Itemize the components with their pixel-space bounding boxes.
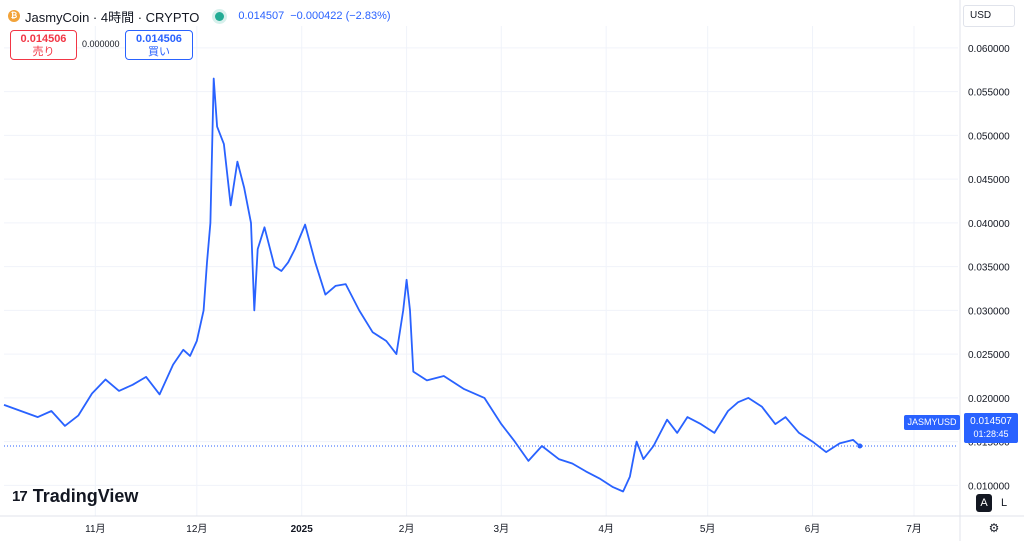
tradingview-logo-icon: 17 [12, 488, 28, 505]
auto-scale-button[interactable]: A [976, 494, 992, 512]
y-tick-label: 0.030000 [968, 306, 1010, 317]
buy-label: 買い [148, 46, 170, 58]
header-change: −0.000422 (−2.83%) [290, 10, 391, 22]
market-status-icon [215, 11, 225, 21]
symbol-title[interactable]: JasmyCoin · 4時間 · CRYPTO [25, 9, 200, 25]
y-tick-label: 0.040000 [968, 219, 1010, 230]
last-price-label: 0.014507 01:28:45 [964, 413, 1018, 443]
currency-selector[interactable]: USD [963, 5, 1015, 27]
bar-countdown: 01:28:45 [973, 429, 1009, 439]
last-price-marker [857, 443, 863, 449]
y-tick-label: 0.010000 [968, 481, 1010, 492]
y-tick-label: 0.020000 [968, 394, 1010, 405]
y-tick-label: 0.050000 [968, 131, 1010, 142]
x-tick-label: 2025 [291, 524, 314, 535]
buy-price: 0.014506 [136, 33, 182, 45]
x-tick-label: 11月 [85, 523, 105, 535]
chart-series [3, 77, 958, 493]
settings-icon[interactable]: ⚙ [988, 521, 1000, 535]
y-tick-label: 0.055000 [968, 88, 1010, 99]
x-tick-label: 2月 [399, 523, 415, 535]
spread-value: 0.000000 [82, 39, 120, 49]
last-price-value: 0.014507 [970, 416, 1012, 427]
y-tick-label: 0.015000 [968, 438, 1010, 449]
price-series-line [3, 77, 861, 493]
y-tick-label: 0.035000 [968, 263, 1010, 274]
tradingview-logo[interactable]: 17 TradingView [12, 486, 138, 507]
sell-price: 0.014506 [20, 33, 67, 45]
y-tick-label: 0.025000 [968, 350, 1010, 361]
y-tick-label: 0.060000 [968, 44, 1010, 55]
buy-button[interactable]: 0.014506 買い [125, 30, 193, 60]
symbol-price-tag: JASMYUSD [904, 415, 960, 430]
x-tick-label: 4月 [598, 523, 614, 535]
coin-icon: ₿ [8, 10, 20, 22]
tradingview-logo-text: TradingView [32, 486, 139, 506]
x-tick-label: 5月 [700, 523, 716, 535]
x-tick-label: 12月 [186, 523, 207, 535]
chart-grid [4, 26, 958, 516]
symbol-header[interactable]: ₿ JasmyCoin · 4時間 · CRYPTO 0.014507 −0.0… [8, 6, 391, 26]
sell-button[interactable]: 0.014506 売り [10, 30, 77, 60]
x-tick-label: 7月 [906, 523, 922, 535]
header-price: 0.014507 [238, 10, 285, 22]
sell-label: 売り [32, 46, 55, 58]
x-tick-label: 6月 [805, 523, 821, 535]
x-tick-label: 3月 [494, 523, 510, 535]
y-tick-label: 0.045000 [968, 175, 1010, 186]
log-scale-button[interactable]: L [1000, 497, 1008, 509]
